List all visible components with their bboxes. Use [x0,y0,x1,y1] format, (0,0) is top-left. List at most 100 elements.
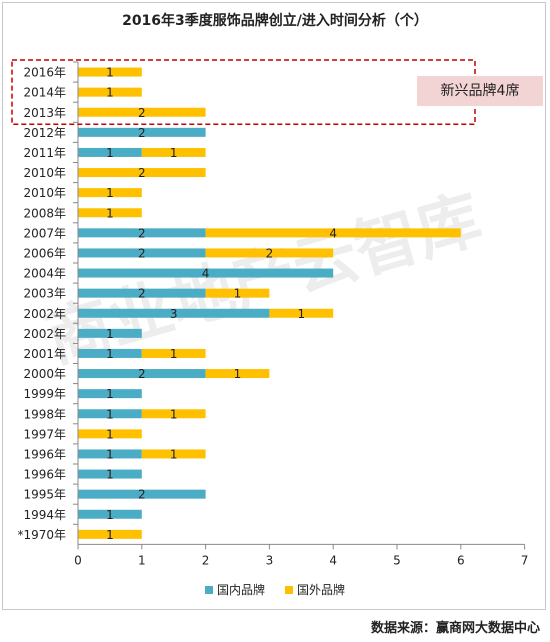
x-tick-label: 0 [74,553,82,567]
data-label: 1 [170,407,178,421]
data-label: 2 [138,287,146,301]
y-tick-label: 1997年 [23,427,66,441]
data-label: 4 [329,226,337,240]
chart-title: 2016年3季度服饰品牌创立/进入时间分析（个） [122,13,428,29]
data-label: 1 [106,146,114,160]
x-tick-label: 6 [457,553,465,567]
data-label: 2 [138,367,146,381]
callout-box: 新兴品牌4席 [417,76,543,106]
bar-segment [78,489,206,499]
bar-segment [205,288,270,298]
data-label: 1 [106,327,114,341]
bar-segment [141,147,206,157]
y-tick-label: 2002年 [23,327,66,341]
bar-segment [78,509,142,519]
data-label: 2 [138,226,146,240]
data-label: 1 [106,407,114,421]
data-label: 2 [138,126,146,140]
bar-segment [78,288,206,298]
bar-segment [205,248,334,258]
data-label: 2 [138,166,146,180]
bar-segment [78,107,206,117]
bar-segment [78,529,142,539]
data-label: 1 [106,186,114,200]
bar-segment [141,409,206,419]
bar-segment [205,369,270,379]
bar-segment [78,409,142,419]
y-tick-label: 2008年 [23,206,66,220]
y-tick-label: 2000年 [23,367,66,381]
y-tick-label: 2004年 [23,267,66,281]
data-label: 1 [106,427,114,441]
bar-segment [78,389,142,399]
y-tick-label: 1996年 [23,468,66,482]
y-tick-label: 2007年 [23,226,66,240]
y-tick-label: *1970年 [17,528,66,542]
y-tick-label: 2010年 [23,166,66,180]
y-tick-label: 2002年 [23,307,66,321]
bar-segment [78,147,142,157]
data-label: 1 [106,468,114,482]
bar-segment [269,308,334,318]
y-tick-label: 2003年 [23,287,66,301]
bar-segment [78,168,206,178]
data-label: 1 [106,508,114,522]
data-label: 3 [170,307,178,321]
y-tick-label: 1996年 [23,447,66,461]
y-tick-label: 1994年 [23,508,66,522]
data-label: 1 [106,447,114,461]
y-tick-label: 2006年 [23,246,66,260]
y-tick-label: 2001年 [23,347,66,361]
chart-frame [2,2,546,610]
y-tick-label: 2012年 [23,126,66,140]
y-tick-label: 1999年 [23,387,66,401]
data-label: 1 [234,367,242,381]
bar-segment [78,469,142,479]
bar-segment [78,369,206,379]
data-label: 2 [138,246,146,260]
bar-segment [78,228,206,238]
data-label: 2 [138,106,146,120]
data-label: 1 [170,447,178,461]
x-tick-label: 4 [329,553,337,567]
y-tick-label: 2016年 [23,66,66,80]
y-tick-label: 2014年 [23,86,66,100]
data-label: 1 [234,287,242,301]
y-tick-label: 2010年 [23,186,66,200]
bar-segment [78,208,142,218]
data-label: 1 [106,66,114,80]
bar-segment [78,348,142,358]
bar-segment [78,188,142,198]
data-label: 4 [202,267,210,281]
data-label: 1 [297,307,305,321]
legend-label: 国外品牌 [297,583,345,597]
data-label: 1 [170,146,178,160]
bar-segment [205,228,461,238]
data-label: 1 [106,206,114,220]
data-label: 1 [106,347,114,361]
bar-segment [78,127,206,137]
bar-segment [78,67,142,77]
bar-segment [78,449,142,459]
data-label: 1 [106,86,114,100]
legend-label: 国内品牌 [217,583,265,597]
bar-segment [78,268,334,278]
x-tick-label: 3 [266,553,274,567]
data-label: 1 [106,528,114,542]
bar-segment [141,449,206,459]
bar-segment [78,328,142,338]
y-tick-label: 1998年 [23,407,66,421]
x-tick-label: 2 [202,553,210,567]
data-label: 1 [106,387,114,401]
data-source: 数据来源：赢商网大数据中心 [370,621,540,636]
legend-swatch [205,586,213,594]
x-tick-label: 1 [138,553,146,567]
bar-segment [78,248,206,258]
y-tick-label: 2013年 [23,106,66,120]
y-tick-label: 2011年 [23,146,66,160]
bar-segment [78,429,142,439]
bar-segment [141,348,206,358]
data-label: 2 [266,246,274,260]
legend-swatch [285,586,293,594]
